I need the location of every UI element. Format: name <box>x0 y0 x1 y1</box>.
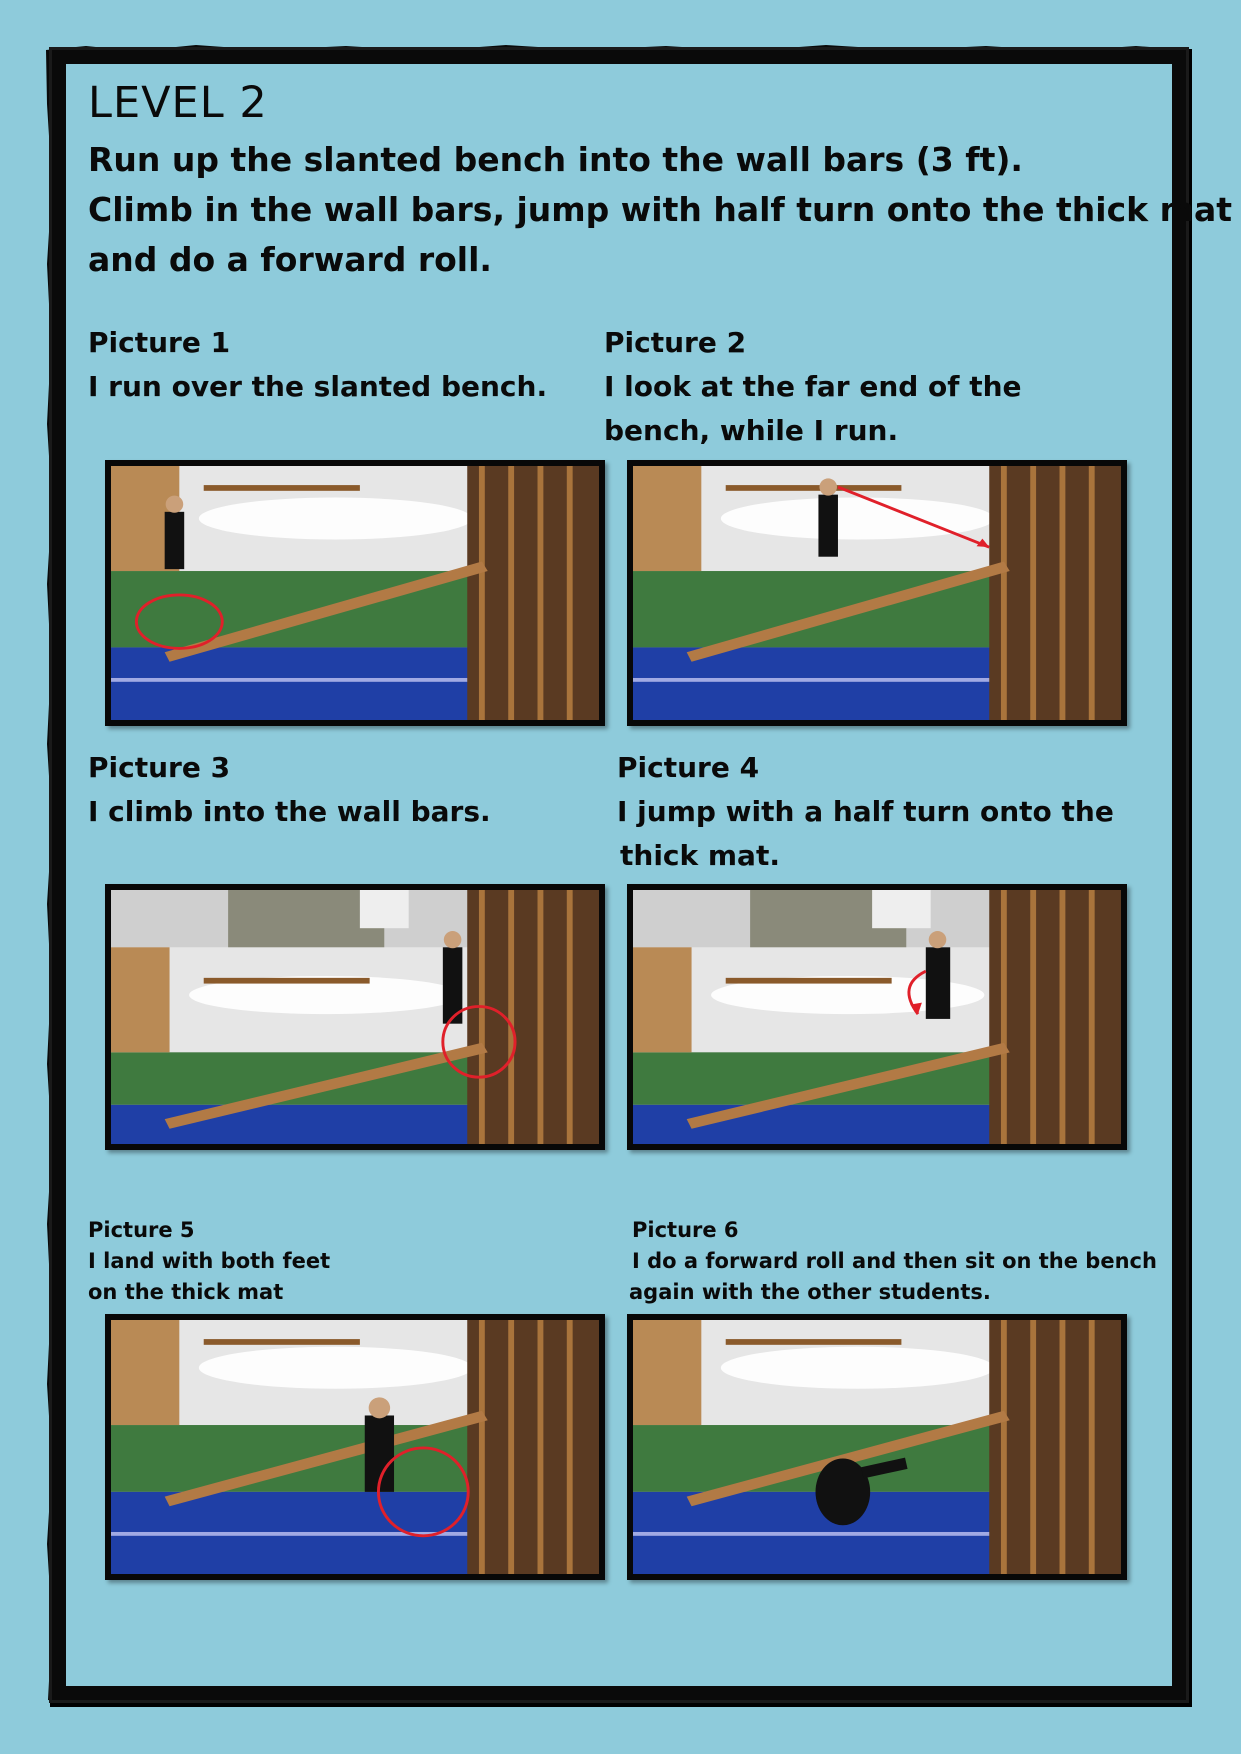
intro-line-3: and do a forward roll. <box>88 240 492 279</box>
picture-6-caption-line-1: I do a forward roll and then sit on the … <box>632 1249 1157 1273</box>
picture-2-heading: Picture 2 <box>604 326 747 359</box>
picture-5-caption-line-1: I land with both feet <box>88 1249 331 1273</box>
picture-2-caption-line-1: I look at the far end of the <box>604 370 1022 403</box>
picture-4-caption-line-1: I jump with a half turn onto the <box>617 795 1114 828</box>
picture-6-photo <box>627 1314 1127 1580</box>
picture-1-heading: Picture 1 <box>88 326 231 359</box>
intro-line-2: Climb in the wall bars, jump with half t… <box>88 190 1233 229</box>
picture-5-photo <box>105 1314 605 1580</box>
picture-4-photo <box>627 884 1127 1150</box>
picture-2-photo <box>627 460 1127 726</box>
intro-line-1: Run up the slanted bench into the wall b… <box>88 140 1023 179</box>
picture-3-photo <box>105 884 605 1150</box>
picture-5-caption-line-2: on the thick mat <box>88 1280 284 1304</box>
picture-5-heading: Picture 5 <box>88 1218 195 1242</box>
picture-4-heading: Picture 4 <box>617 751 760 784</box>
picture-3-heading: Picture 3 <box>88 751 231 784</box>
picture-1-caption: I run over the slanted bench. <box>88 370 548 403</box>
picture-1-photo <box>105 460 605 726</box>
picture-4-caption-line-2: thick mat. <box>620 839 780 872</box>
picture-6-caption-line-2: again with the other students. <box>629 1280 991 1304</box>
picture-2-caption-line-2: bench, while I run. <box>604 414 899 447</box>
level-title: LEVEL 2 <box>88 78 268 128</box>
picture-3-caption: I climb into the wall bars. <box>88 795 491 828</box>
picture-6-heading: Picture 6 <box>632 1218 739 1242</box>
